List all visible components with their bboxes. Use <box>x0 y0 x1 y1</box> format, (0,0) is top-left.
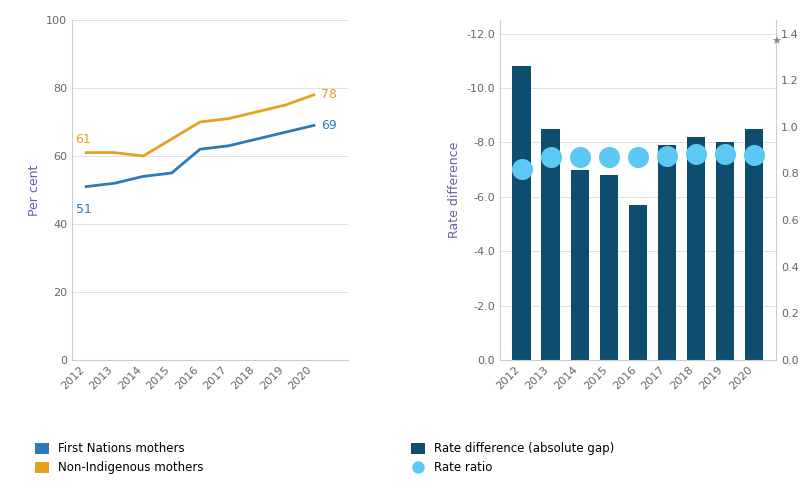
Point <box>690 150 702 158</box>
Bar <box>599 175 618 360</box>
Bar <box>513 66 531 360</box>
Point <box>748 151 761 159</box>
Bar <box>542 129 560 360</box>
Bar <box>570 170 590 360</box>
Point <box>631 153 644 161</box>
Point <box>602 153 615 161</box>
Point <box>718 150 731 158</box>
Text: ★: ★ <box>771 37 782 47</box>
Bar <box>715 142 734 360</box>
Text: 78: 78 <box>321 88 337 102</box>
Bar <box>686 137 706 360</box>
Point <box>661 152 674 160</box>
Text: 61: 61 <box>75 132 91 145</box>
Text: 51: 51 <box>75 204 91 216</box>
Point <box>515 165 528 173</box>
Point <box>574 153 586 161</box>
Legend: Rate difference (absolute gap), Rate ratio: Rate difference (absolute gap), Rate rat… <box>406 438 619 479</box>
Y-axis label: Rate difference: Rate difference <box>448 142 461 238</box>
Bar <box>745 129 763 360</box>
Point <box>545 153 558 161</box>
Y-axis label: Per cent: Per cent <box>27 164 41 216</box>
Text: 69: 69 <box>321 119 337 132</box>
Legend: First Nations mothers, Non-Indigenous mothers: First Nations mothers, Non-Indigenous mo… <box>30 438 209 479</box>
Bar <box>658 145 677 360</box>
Bar <box>629 205 647 360</box>
